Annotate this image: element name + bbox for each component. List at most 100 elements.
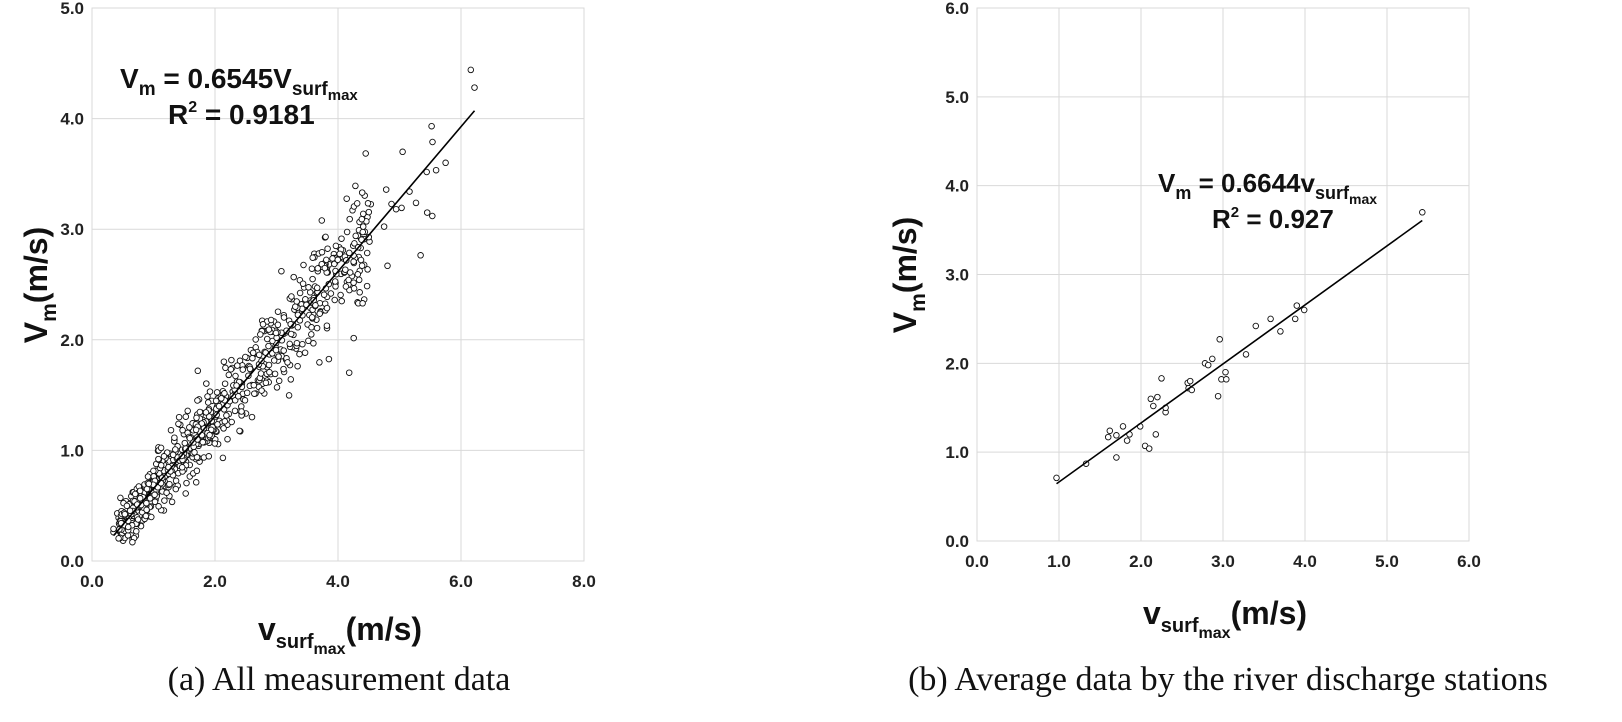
data-point — [160, 453, 168, 460]
data-point — [358, 215, 366, 223]
data-point — [305, 284, 312, 291]
data-point — [233, 382, 240, 389]
data-point — [126, 507, 134, 514]
data-point — [202, 409, 210, 416]
chart-a-caption: (a) All measurement data — [168, 661, 511, 698]
data-point — [150, 467, 157, 475]
data-point — [131, 490, 139, 498]
chart-b: 0.0 1.0 2.0 3.0 4.0 5.0 6.0 0.0 1.0 2.0 3.0 4.0 5.0… — [887, 0, 1548, 698]
data-point — [192, 426, 200, 434]
data-point — [1419, 209, 1426, 216]
data-point — [1154, 393, 1161, 401]
data-point — [255, 351, 263, 359]
data-point — [117, 494, 124, 502]
data-point — [352, 182, 359, 190]
data-point — [351, 240, 358, 247]
data-point — [423, 209, 431, 216]
chart-b-x-ticks: 0.0 1.0 2.0 3.0 4.0 5.0 6.0 — [965, 552, 1481, 571]
chart-a-x-tick-label: 2.0 — [203, 572, 227, 591]
data-point — [204, 393, 211, 400]
chart-b-y-tick-label: 6.0 — [945, 0, 969, 18]
data-point — [171, 434, 178, 441]
data-point — [265, 326, 273, 333]
data-point — [342, 283, 350, 290]
chart-b-y-tick-label: 5.0 — [945, 88, 969, 107]
chart-a-equation: Vm = 0.6545Vsurfmax — [120, 63, 358, 104]
data-point — [308, 314, 316, 321]
data-point — [271, 370, 279, 378]
chart-a-x-tick-label: 8.0 — [572, 572, 596, 591]
data-point — [309, 254, 316, 261]
data-point — [178, 464, 186, 471]
data-point — [1104, 433, 1112, 441]
chart-b-y-tick-label: 3.0 — [945, 266, 969, 285]
data-point — [380, 223, 388, 230]
data-point — [313, 284, 321, 292]
data-point — [191, 449, 198, 456]
data-point — [321, 264, 329, 272]
data-point — [194, 367, 202, 375]
data-point — [273, 384, 281, 391]
data-point — [248, 413, 256, 421]
data-point — [259, 321, 267, 328]
data-point — [272, 346, 280, 354]
data-point — [257, 331, 264, 338]
data-point — [251, 390, 258, 397]
data-point — [275, 353, 282, 360]
chart-a-y-tick-label: 3.0 — [60, 220, 84, 239]
data-point — [305, 337, 312, 345]
data-point — [252, 336, 259, 343]
data-point — [323, 322, 331, 329]
data-point — [214, 421, 221, 428]
data-point — [182, 413, 190, 420]
chart-a-x-tick-label: 6.0 — [449, 572, 473, 591]
data-point — [163, 489, 170, 496]
data-point — [175, 413, 183, 421]
data-point — [398, 204, 405, 212]
data-point — [272, 329, 280, 337]
data-point — [320, 291, 328, 298]
data-point — [1123, 437, 1131, 444]
data-point — [227, 366, 235, 373]
chart-a: 0.0 1.0 2.0 3.0 4.0 5.0 0.0 2.0 4.0 6.0 8.0 Vm(m/… — [18, 0, 596, 698]
data-point — [266, 368, 273, 376]
data-point — [278, 267, 285, 275]
data-point — [194, 397, 201, 404]
data-point — [1158, 375, 1165, 382]
data-point — [308, 331, 315, 338]
data-point — [123, 502, 131, 510]
data-point — [186, 424, 193, 431]
data-point — [249, 354, 256, 362]
data-point — [300, 261, 307, 269]
data-point — [345, 369, 353, 376]
data-point — [346, 215, 353, 223]
data-point — [222, 364, 229, 372]
data-point — [243, 389, 251, 397]
data-point — [215, 402, 223, 410]
chart-a-y-tick-label: 5.0 — [60, 0, 84, 18]
data-point — [157, 444, 165, 452]
data-point — [350, 279, 357, 286]
data-point — [220, 358, 228, 365]
data-point — [412, 199, 420, 207]
data-point — [1204, 361, 1212, 369]
data-point — [364, 200, 372, 207]
data-point — [151, 498, 159, 506]
data-point — [166, 480, 173, 488]
data-point — [280, 365, 287, 373]
chart-b-trendline — [1056, 219, 1423, 485]
data-point — [193, 454, 201, 461]
data-point — [284, 359, 291, 366]
data-point — [296, 350, 303, 358]
data-point — [155, 503, 162, 510]
data-point — [224, 435, 231, 443]
data-point — [359, 228, 367, 236]
data-point — [346, 249, 353, 257]
data-point — [274, 321, 282, 329]
data-point — [145, 480, 153, 488]
data-point — [110, 525, 117, 533]
data-point — [302, 296, 309, 303]
data-point — [1152, 431, 1160, 438]
data-point — [157, 462, 165, 469]
chart-a-y-axis-label: Vm(m/s) — [18, 227, 61, 343]
